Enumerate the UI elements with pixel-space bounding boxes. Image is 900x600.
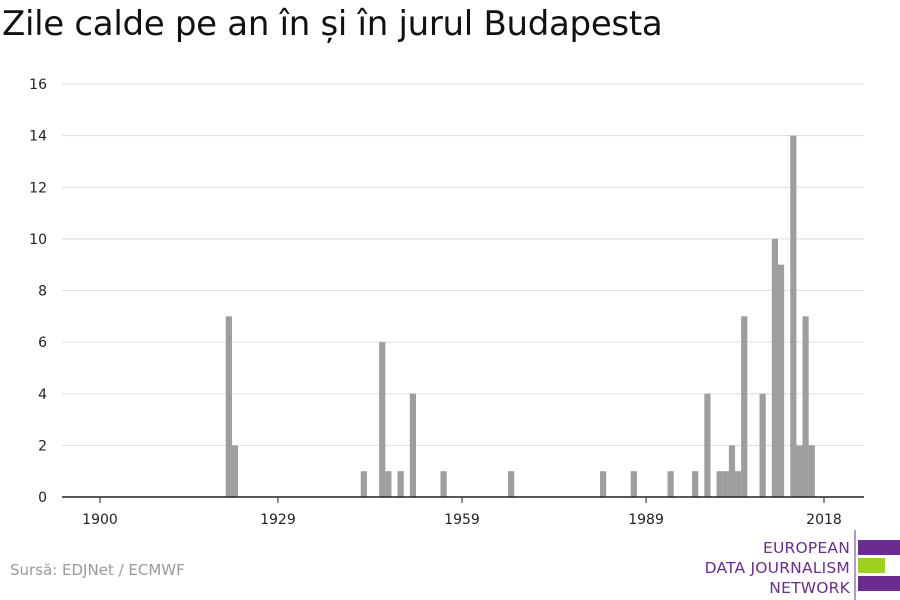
bar <box>667 471 674 497</box>
bar <box>808 445 815 497</box>
bar <box>759 393 766 497</box>
bars <box>225 135 815 497</box>
bar <box>716 471 723 497</box>
bar <box>379 342 386 497</box>
bar <box>360 471 367 497</box>
y-tick-label: 16 <box>29 77 47 93</box>
bar <box>777 264 785 497</box>
x-tick-label: 1959 <box>444 512 480 528</box>
logo-text: EUROPEAN DATA JOURNALISM NETWORK <box>705 538 850 598</box>
logo-bars-icon <box>854 530 900 600</box>
x-tick-label: 1900 <box>82 512 118 528</box>
bar <box>385 471 392 497</box>
bar <box>225 316 232 497</box>
x-tick-labels: 1900 1929 1959 1989 2018 <box>82 512 842 528</box>
bar <box>692 471 699 497</box>
gridlines <box>62 83 864 446</box>
bar <box>397 471 404 497</box>
bar <box>722 471 729 497</box>
bar <box>507 471 515 497</box>
bar <box>796 445 803 497</box>
logo-line-1: EUROPEAN <box>762 539 850 557</box>
bar <box>630 471 637 497</box>
bar <box>735 471 742 497</box>
x-tick-label: 1929 <box>260 512 296 528</box>
logo-line-2: DATA JOURNALISM <box>704 559 850 577</box>
bar <box>440 471 447 497</box>
bar-chart: 0 2 4 6 8 10 12 14 16 1900 1929 1959 1989 2018 <box>29 77 864 528</box>
y-tick-labels: 0 2 4 6 8 10 12 14 16 <box>29 77 47 506</box>
x-tick-label: 2018 <box>806 512 842 528</box>
chart-title: Zile calde pe an în și în jurul Budapest… <box>2 4 663 44</box>
bar <box>600 471 607 497</box>
bar <box>741 316 748 497</box>
source-note: Sursă: EDJNet / ECMWF <box>10 561 185 579</box>
y-tick-label: 6 <box>38 335 47 351</box>
bar <box>790 135 797 497</box>
y-tick-label: 14 <box>29 129 47 145</box>
bar <box>704 393 711 497</box>
y-tick-label: 2 <box>38 438 47 454</box>
y-tick-label: 4 <box>38 387 47 403</box>
bar <box>771 238 779 497</box>
y-tick-label: 10 <box>29 232 47 248</box>
y-tick-label: 12 <box>29 180 47 196</box>
axes <box>62 496 864 503</box>
bar <box>231 445 239 497</box>
bar <box>409 393 417 497</box>
edjnet-logo: EUROPEAN DATA JOURNALISM NETWORK <box>700 530 900 600</box>
x-tick-label: 1989 <box>628 512 664 528</box>
y-tick-label: 8 <box>38 284 47 300</box>
logo-line-3: NETWORK <box>769 579 850 597</box>
y-tick-label: 0 <box>38 490 47 506</box>
bar <box>728 445 736 497</box>
bar <box>802 316 809 497</box>
